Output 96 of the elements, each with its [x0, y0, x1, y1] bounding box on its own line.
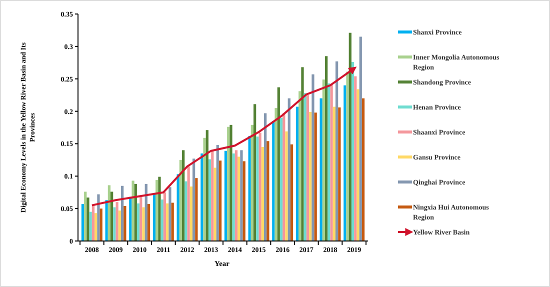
bar [322, 80, 326, 241]
bar [312, 74, 314, 241]
bar [351, 62, 354, 241]
bar [240, 150, 243, 241]
bar [116, 202, 118, 241]
bar [182, 150, 185, 241]
bar [152, 193, 156, 241]
bar [224, 150, 228, 241]
bar [163, 192, 166, 241]
bar [214, 168, 216, 241]
bar [232, 153, 235, 241]
bar [288, 98, 290, 241]
bar [94, 213, 98, 241]
bar [206, 130, 208, 241]
bar [242, 161, 246, 241]
bar [272, 121, 275, 241]
bar [348, 32, 352, 241]
bar [258, 132, 262, 241]
bar [274, 108, 278, 241]
bar [203, 138, 206, 241]
bar [301, 67, 304, 241]
bar [187, 166, 190, 241]
bar [354, 76, 357, 241]
bar [100, 208, 102, 241]
bar [211, 151, 214, 241]
bar [120, 186, 124, 241]
bar [200, 153, 204, 241]
bar [344, 85, 346, 241]
bar [290, 144, 294, 241]
bar [238, 156, 240, 241]
bar [309, 112, 312, 241]
bar [97, 194, 100, 241]
bar [328, 83, 330, 241]
bar [134, 184, 137, 241]
bar [256, 136, 259, 241]
bar [330, 84, 333, 241]
bar [296, 106, 299, 241]
bar [325, 56, 328, 241]
bar [298, 91, 302, 241]
bar [129, 196, 132, 241]
bar [264, 113, 267, 241]
bar [277, 87, 280, 241]
bar [234, 150, 238, 241]
bar [304, 93, 306, 241]
bar [118, 210, 121, 241]
bar [179, 160, 182, 241]
bar [356, 89, 360, 241]
bar [132, 180, 134, 241]
bar [335, 61, 338, 241]
bar [218, 160, 222, 241]
bar [195, 178, 198, 241]
bar [113, 207, 116, 241]
bar [105, 200, 108, 241]
bar [261, 146, 264, 241]
bar [160, 199, 164, 241]
bar [314, 112, 317, 241]
bar [176, 174, 180, 241]
bar [254, 104, 256, 241]
bar [282, 113, 286, 241]
bar [280, 118, 283, 241]
bar [346, 72, 349, 241]
bar [359, 36, 362, 241]
bar [266, 141, 270, 241]
bar [92, 205, 95, 241]
bar [248, 136, 251, 241]
bar [168, 187, 172, 241]
bar [156, 180, 158, 241]
bar [140, 196, 142, 241]
bar [216, 145, 219, 241]
bar [171, 202, 174, 241]
bar [84, 192, 87, 241]
bar [124, 206, 126, 241]
bar [362, 98, 365, 241]
bar [190, 186, 192, 241]
bar [192, 158, 196, 241]
bar [208, 159, 212, 241]
bar [86, 198, 90, 241]
bar [250, 124, 254, 241]
bar [142, 207, 145, 241]
bar [144, 184, 148, 241]
bar [110, 192, 114, 241]
bar [320, 98, 322, 241]
bar [147, 204, 150, 241]
bar [332, 106, 336, 241]
bar [184, 181, 188, 241]
bar [89, 212, 92, 241]
bar [81, 204, 84, 241]
bar [227, 126, 230, 241]
bar [285, 131, 288, 241]
bar [108, 185, 111, 241]
bar [136, 203, 140, 241]
bar [158, 176, 161, 241]
bar [338, 107, 341, 241]
bar [306, 95, 310, 241]
bar [230, 124, 232, 241]
bar [166, 203, 169, 241]
